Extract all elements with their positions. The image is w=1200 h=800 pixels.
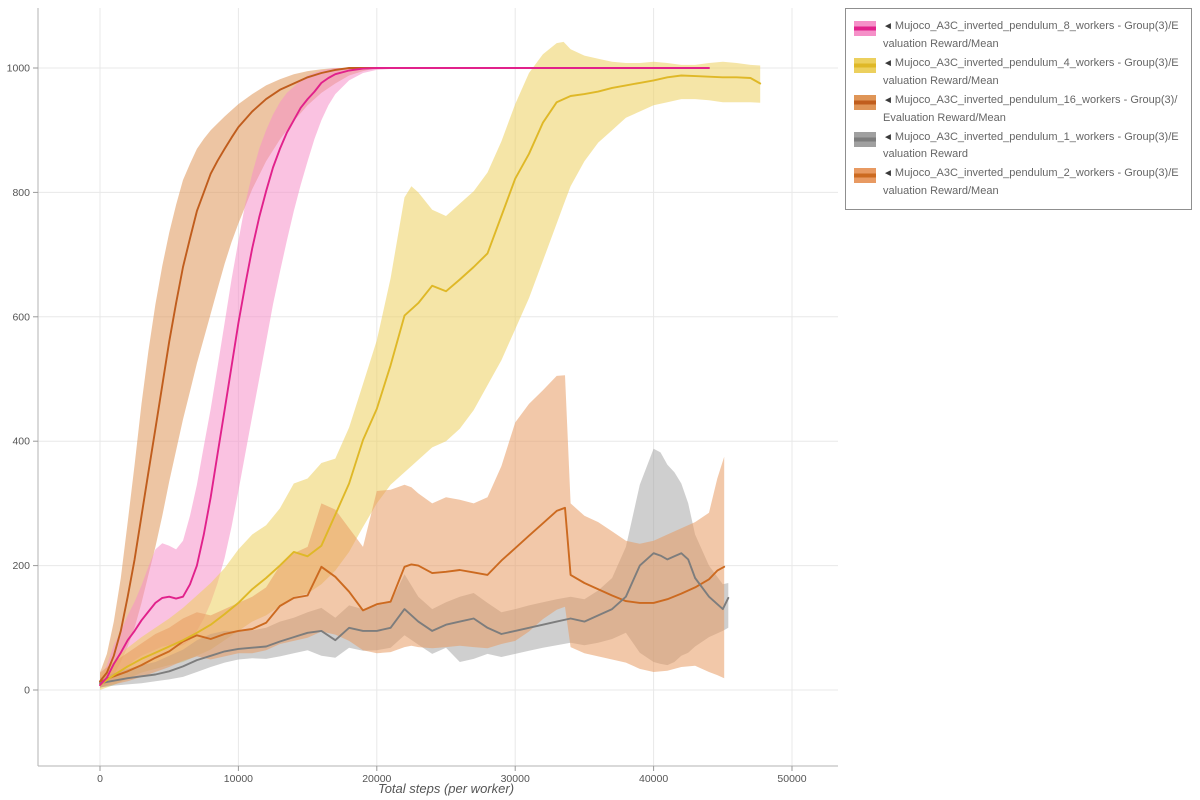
series-line-Mujoco_A3C_inverted_pendulum_4_workers (99, 74, 762, 686)
legend: ◄ Mujoco_A3C_inverted_pendulum_8_workers … (845, 8, 1192, 211)
legend-marker-icon: ◄ (883, 57, 893, 69)
legend-label: Mujoco_A3C_inverted_pendulum_2_workers -… (883, 167, 1179, 198)
legend-label: Mujoco_A3C_inverted_pendulum_4_workers -… (883, 56, 1179, 87)
y-tick-label: 800 (12, 187, 30, 199)
legend-swatch-icon (854, 57, 876, 73)
y-tick-label: 600 (12, 311, 30, 323)
legend-swatch-icon (854, 168, 876, 184)
legend-swatch-icon (854, 131, 876, 147)
y-tick-label: 200 (12, 560, 30, 572)
x-tick-label: 20000 (362, 773, 391, 785)
series-line-Mujoco_A3C_inverted_pendulum_1_workers (99, 552, 730, 685)
legend-label: Mujoco_A3C_inverted_pendulum_8_workers -… (883, 20, 1179, 50)
x-tick-label: 30000 (501, 773, 530, 785)
y-tick-label: 0 (24, 685, 30, 697)
x-tick-label: 40000 (639, 773, 668, 785)
series-band-Mujoco_A3C_inverted_pendulum_8_workers (100, 68, 709, 689)
series-band-Mujoco_A3C_inverted_pendulum_4_workers (100, 41, 761, 690)
legend-item[interactable]: ◄ Mujoco_A3C_inverted_pendulum_2_workers … (854, 165, 1183, 201)
legend-label: Mujoco_A3C_inverted_pendulum_1_workers -… (883, 130, 1179, 161)
x-tick-label: 50000 (777, 773, 806, 785)
legend-label: Mujoco_A3C_inverted_pendulum_16_workers … (883, 93, 1178, 124)
series-band-Mujoco_A3C_inverted_pendulum_2_workers (100, 375, 725, 688)
y-tick-label: 400 (12, 436, 30, 448)
x-axis-label: Total steps (per worker) (377, 781, 515, 796)
legend-item[interactable]: ◄ Mujoco_A3C_inverted_pendulum_1_workers … (854, 129, 1183, 165)
legend-marker-icon: ◄ (883, 131, 893, 143)
x-tick-label: 10000 (224, 773, 253, 785)
legend-item[interactable]: ◄ Mujoco_A3C_inverted_pendulum_16_workers… (854, 92, 1183, 128)
legend-swatch-icon (854, 94, 876, 110)
legend-marker-icon: ◄ (883, 168, 893, 180)
series-line-Mujoco_A3C_inverted_pendulum_2_workers (99, 506, 726, 683)
legend-swatch-icon (854, 21, 876, 36)
legend-item[interactable]: ◄ Mujoco_A3C_inverted_pendulum_4_workers … (854, 55, 1183, 91)
series-line-Mujoco_A3C_inverted_pendulum_8_workers (99, 67, 710, 686)
legend-item[interactable]: ◄ Mujoco_A3C_inverted_pendulum_8_workers … (854, 18, 1183, 54)
legend-marker-icon: ◄ (883, 21, 893, 32)
legend-marker-icon: ◄ (883, 94, 893, 106)
x-tick-label: 0 (97, 773, 103, 785)
y-tick-label: 1000 (7, 63, 31, 75)
